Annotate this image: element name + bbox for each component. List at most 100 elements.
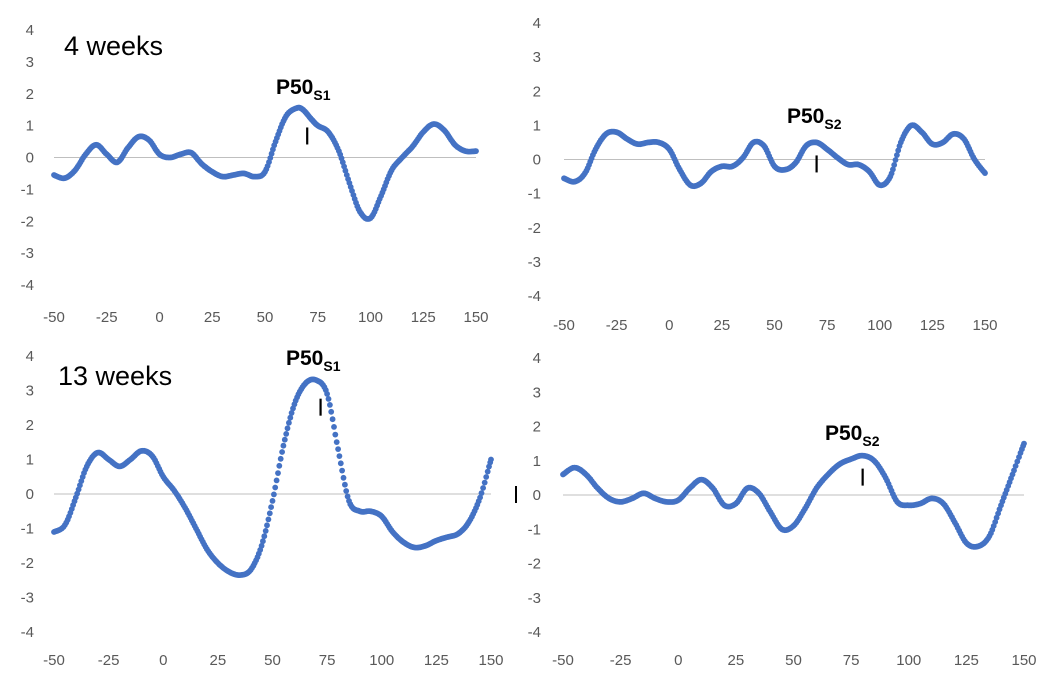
data-point bbox=[339, 467, 345, 474]
x-tick-label: 75 bbox=[819, 317, 836, 334]
panel-title: 4 weeks bbox=[64, 31, 163, 61]
data-point bbox=[258, 542, 265, 549]
y-tick-label: 0 bbox=[26, 150, 34, 167]
y-tick-label: -3 bbox=[21, 590, 34, 607]
data-point bbox=[483, 474, 490, 480]
x-tick-label: 75 bbox=[843, 652, 860, 669]
y-tick-label: 2 bbox=[533, 419, 541, 436]
data-point bbox=[261, 533, 268, 540]
y-tick-label: 4 bbox=[26, 348, 34, 365]
data-point bbox=[287, 414, 294, 421]
y-tick-label: -1 bbox=[21, 181, 34, 198]
x-tick-label: 25 bbox=[728, 652, 745, 669]
y-tick-label: 0 bbox=[26, 486, 34, 503]
x-tick-label: 50 bbox=[264, 652, 281, 669]
data-point bbox=[281, 436, 288, 443]
data-point bbox=[890, 166, 896, 173]
y-tick-label: 1 bbox=[533, 117, 541, 134]
x-tick-label: -25 bbox=[606, 317, 628, 334]
data-point bbox=[478, 490, 485, 496]
y-tick-label: -4 bbox=[528, 288, 541, 305]
data-point bbox=[481, 479, 488, 486]
data-point bbox=[328, 408, 335, 415]
data-point bbox=[329, 416, 336, 423]
data-point bbox=[271, 491, 277, 498]
data-point bbox=[283, 431, 290, 437]
x-tick-label: 100 bbox=[867, 317, 892, 334]
x-tick-label: -25 bbox=[96, 309, 118, 326]
data-point bbox=[325, 396, 332, 402]
y-tick-label: -2 bbox=[528, 220, 541, 237]
data-point bbox=[264, 522, 270, 529]
x-tick-label: 75 bbox=[309, 309, 326, 326]
y-tick-label: -3 bbox=[528, 590, 541, 607]
y-tick-label: 3 bbox=[26, 54, 34, 71]
data-point bbox=[1011, 467, 1017, 474]
x-tick-label: -50 bbox=[553, 317, 575, 334]
data-point bbox=[333, 439, 340, 445]
x-tick-label: 0 bbox=[155, 309, 163, 326]
x-tick-label: 25 bbox=[714, 317, 731, 334]
chart-panel-top-right: 4 3 2 1 0 -1 -2 -3 -4 -50 -25 0 25 50 75 100 125 150 P50S2 bbox=[528, 15, 998, 334]
data-point bbox=[268, 504, 274, 510]
x-tick-label: 25 bbox=[204, 309, 221, 326]
data-point bbox=[275, 470, 281, 476]
data-point bbox=[1014, 458, 1021, 465]
x-tick-label: 0 bbox=[159, 652, 167, 669]
data-point bbox=[891, 162, 898, 168]
y-tick-label: -2 bbox=[528, 556, 541, 573]
data-point bbox=[266, 510, 273, 517]
data-series bbox=[51, 104, 479, 222]
y-tick-label: 3 bbox=[26, 383, 34, 400]
data-point bbox=[324, 391, 330, 397]
data-point bbox=[277, 455, 284, 462]
x-tick-label: 125 bbox=[920, 317, 945, 334]
data-series bbox=[560, 440, 1027, 550]
y-tick-label: 1 bbox=[26, 452, 34, 469]
data-point bbox=[1012, 463, 1019, 469]
peak-annotation: P50S2 bbox=[787, 105, 842, 132]
chart-panel-top-left: 4 3 2 1 0 -1 -2 -3 -4 -50 -25 0 25 50 75 100 125 150 P50S1… bbox=[21, 22, 489, 326]
y-tick-label: -3 bbox=[21, 245, 34, 262]
x-tick-label: 0 bbox=[665, 317, 673, 334]
data-point bbox=[477, 494, 483, 501]
x-tick-label: 25 bbox=[210, 652, 227, 669]
data-point bbox=[273, 477, 280, 484]
x-tick-label: 125 bbox=[411, 309, 436, 326]
y-tick-label: -2 bbox=[21, 555, 34, 572]
y-tick-label: 3 bbox=[533, 49, 541, 66]
y-tick-label: 3 bbox=[533, 384, 541, 401]
y-tick-label: -1 bbox=[528, 186, 541, 203]
y-tick-label: 1 bbox=[26, 118, 34, 135]
x-tick-label: 125 bbox=[954, 652, 979, 669]
data-point bbox=[276, 462, 283, 469]
x-tick-label: -50 bbox=[552, 652, 574, 669]
peak-annotation: P50S1 bbox=[286, 347, 341, 374]
data-point bbox=[894, 152, 900, 159]
data-point bbox=[335, 446, 341, 452]
data-point bbox=[480, 485, 486, 491]
x-tick-label: 50 bbox=[257, 309, 274, 326]
peak-annotation: P50S2 bbox=[825, 422, 880, 449]
data-point bbox=[488, 456, 494, 463]
y-tick-label: 4 bbox=[533, 350, 541, 367]
x-tick-label: 125 bbox=[424, 652, 449, 669]
data-point bbox=[286, 419, 292, 426]
data-point bbox=[340, 474, 347, 481]
y-tick-label: -3 bbox=[528, 254, 541, 271]
data-point bbox=[342, 481, 348, 488]
data-point bbox=[279, 449, 285, 455]
data-point bbox=[265, 516, 272, 523]
y-tick-label: -4 bbox=[528, 624, 541, 641]
peak-annotation: P50S1 bbox=[276, 76, 331, 103]
y-tick-label: -1 bbox=[528, 521, 541, 538]
data-point bbox=[343, 488, 350, 494]
data-point bbox=[484, 468, 491, 475]
x-tick-label: 100 bbox=[369, 652, 394, 669]
chart-panel-bottom-right: 4 3 2 1 0 -1 -2 -3 -4 -50 -25 0 25 50 75 100 125 150 P50S2 bbox=[528, 350, 1037, 669]
x-tick-label: -50 bbox=[43, 309, 65, 326]
data-point bbox=[336, 453, 343, 459]
x-tick-label: 150 bbox=[463, 309, 488, 326]
x-tick-label: 75 bbox=[319, 652, 336, 669]
y-tick-label: 4 bbox=[533, 15, 541, 32]
